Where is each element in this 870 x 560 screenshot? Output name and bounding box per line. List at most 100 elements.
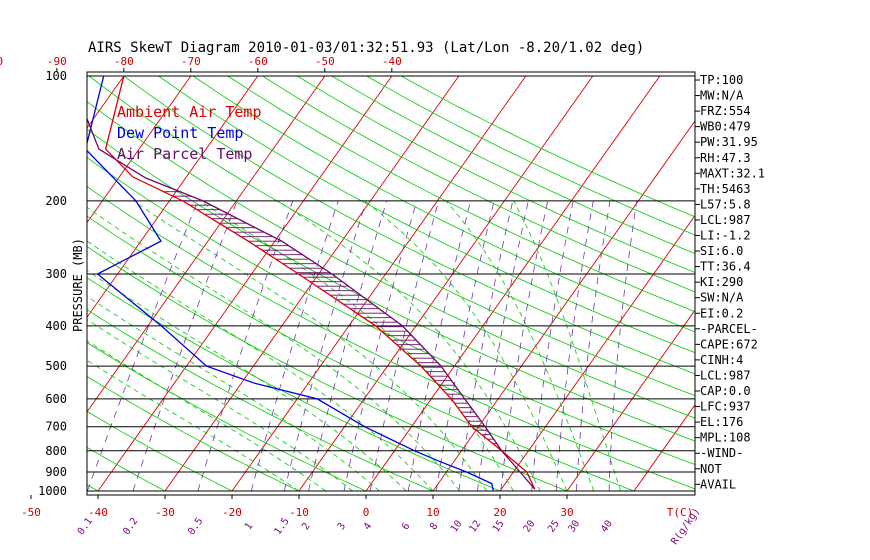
top-tick-label: -40 [382, 55, 402, 68]
mixing-ratio-line [132, 200, 238, 492]
mixing-ratio-label: 15 [491, 518, 507, 534]
stat-item: LFC:937 [700, 400, 751, 414]
mixing-ratio-label: 1 [243, 521, 255, 532]
plot-frame [86, 71, 696, 496]
legend-ambient-air-temp: Ambient Air Temp [117, 103, 262, 121]
dry-adiabat-line [0, 76, 31, 491]
stat-item: LI:-1.2 [700, 229, 751, 243]
stat-item: FRZ:554 [700, 104, 751, 118]
mixing-ratio-label: 40 [599, 519, 615, 535]
cape-hatching [163, 191, 500, 449]
legend-air-parcel-temp: Air Parcel Temp [117, 145, 252, 163]
pressure-tick-labels: 100 200 300 400 500 600 700 800 900 1000 [38, 69, 67, 498]
y-axis-label: PRESSURE (MB) [71, 238, 85, 332]
top-temperature-ticks: -120-110-100-90-80-70-60-50-40 [0, 55, 402, 72]
dry-adiabat-line [296, 75, 695, 273]
moist-adiabat-line [513, 200, 621, 492]
legend: Ambient Air Temp Dew Point Temp Air Parc… [117, 103, 262, 163]
stat-item: AVAIL [700, 477, 736, 491]
isotherm-line [97, 75, 393, 492]
stat-item: EI:0.2 [700, 306, 743, 320]
stat-item: CAPE:672 [700, 337, 758, 351]
mixing-ratio-line [343, 200, 418, 492]
legend-dew-point-temp: Dew Point Temp [117, 124, 243, 142]
pressure-tick-label: 300 [45, 267, 67, 281]
bottom-tick-label: -40 [88, 506, 108, 519]
bottom-temperature-ticks: -50 -40 -30 -20 -10 0 10 20 30 T(C) [21, 495, 693, 519]
mixing-ratio-label: 10 [449, 518, 465, 534]
top-tick-label: -60 [248, 55, 268, 68]
mixing-ratio-line [608, 200, 638, 492]
pressure-tick-label: 800 [45, 444, 67, 458]
chart-title: AIRS SkewT Diagram 2010-01-03/01:32:51.9… [88, 40, 644, 56]
stat-item: NOT [700, 462, 722, 476]
mixing-ratio-line [283, 200, 367, 492]
pressure-tick-label: 500 [45, 359, 67, 373]
mixing-ratio-line [308, 200, 388, 492]
mixing-ratio-label: 12 [467, 518, 483, 534]
mixing-ratio-label: 4 [362, 521, 374, 532]
stat-item: SI:6.0 [700, 244, 743, 258]
stat-item: TT:36.4 [700, 260, 751, 274]
stat-item: RH:47.3 [700, 151, 751, 165]
stat-item: EL:176 [700, 415, 743, 429]
pressure-tick-label: 600 [45, 392, 67, 406]
isotherm-line [365, 75, 661, 492]
moist-adiabat-line [87, 206, 461, 492]
isotherm-line [231, 75, 527, 492]
top-tick-label: -80 [114, 55, 134, 68]
dry-adiabat-line [227, 75, 695, 313]
isotherm-line [499, 214, 695, 492]
stat-item: KI:290 [700, 275, 743, 289]
dry-adiabat-line [366, 75, 695, 236]
bottom-tick-label: 20 [493, 506, 506, 519]
mixing-ratio-line [458, 200, 514, 492]
dry-adiabat-line [88, 75, 695, 397]
isobars [87, 75, 695, 492]
mixing-ratio-label: 3 [336, 521, 348, 532]
stat-item: TP:100 [700, 73, 743, 87]
mixing-ratio-label: 30 [566, 518, 582, 534]
dry-adiabat-line [331, 75, 695, 254]
dry-adiabat-line [87, 309, 434, 492]
dry-adiabat-line [87, 246, 568, 492]
dry-adiabat-line [87, 446, 166, 492]
isotherm-line [633, 404, 695, 492]
isotherm-line [87, 75, 326, 413]
bottom-tick-label: -20 [222, 506, 242, 519]
bottom-tick-label: -10 [289, 506, 309, 519]
dry-adiabat-line [87, 375, 300, 492]
bottom-tick-label: 0 [363, 506, 370, 519]
pressure-tick-label: 1000 [38, 484, 67, 498]
bottom-tick-label: 10 [426, 506, 439, 519]
stat-item: MAXT:32.1 [700, 166, 765, 180]
stat-item: MPL:108 [700, 431, 751, 445]
mixing-ratio-label: 0.2 [121, 516, 140, 537]
mixing-ratio-label: 0.1 [76, 516, 95, 537]
dry-adiabat-line [87, 101, 695, 419]
bottom-tick-label: T(C) [667, 506, 694, 519]
stat-item: LCL:987 [700, 368, 751, 382]
mixing-ratio-label: 8 [428, 521, 440, 532]
dew-point-temp-line [87, 75, 494, 492]
stat-item: SW:N/A [700, 291, 744, 305]
stat-item: CAP:0.0 [700, 384, 751, 398]
dry-adiabat-line [87, 215, 635, 492]
dry-adiabat-line [158, 75, 695, 354]
bottom-tick-label: 30 [560, 506, 573, 519]
moist-adiabat-line [445, 200, 595, 492]
pressure-tick-label: 900 [45, 465, 67, 479]
mixing-ratio-label: 6 [400, 521, 412, 532]
dry-adiabat-line [401, 75, 695, 218]
dry-adiabat-line [87, 410, 233, 492]
isotherm-line [87, 75, 259, 319]
top-tick-label: -70 [181, 55, 201, 68]
mixing-ratio-label: 1.5 [272, 516, 291, 537]
stat-item: PW:31.95 [700, 135, 758, 149]
mixing-ratio-label: 20 [522, 518, 538, 534]
isotherm-line [566, 309, 695, 492]
dry-adiabat-line [87, 277, 501, 492]
dry-adiabat-line [87, 186, 695, 490]
dry-adiabat-line [123, 75, 695, 375]
